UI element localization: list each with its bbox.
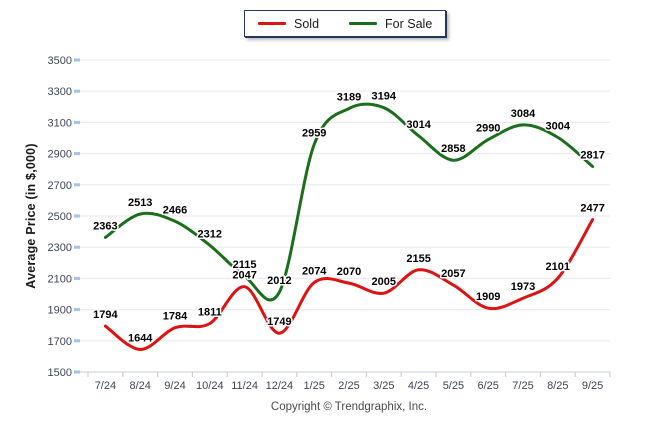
x-tick-label: 10/24 xyxy=(196,380,224,392)
point-label: 2115 xyxy=(233,259,257,271)
point-label: 2155 xyxy=(406,253,430,265)
point-label: 2074 xyxy=(302,265,327,277)
legend-label-sold: Sold xyxy=(294,16,320,31)
chart-legend: Sold For Sale xyxy=(244,10,447,37)
point-label: 2005 xyxy=(372,276,396,288)
point-label: 2312 xyxy=(198,228,222,240)
y-tick-label: 1500 xyxy=(48,367,72,379)
point-label: 3004 xyxy=(546,120,571,132)
legend-item-for-sale[interactable]: For Sale xyxy=(349,17,432,31)
legend-label-for-sale: For Sale xyxy=(385,16,433,31)
y-tick-label: 1900 xyxy=(48,305,72,317)
series-line-sold xyxy=(103,218,595,352)
point-label: 2047 xyxy=(232,270,256,282)
point-label: 2057 xyxy=(441,268,465,280)
point-label: 1784 xyxy=(163,311,188,323)
point-label: 1811 xyxy=(198,306,222,318)
x-tick-label: 3/25 xyxy=(373,380,394,392)
point-label: 2817 xyxy=(580,150,604,162)
y-tick-label: 1700 xyxy=(48,336,72,348)
point-label: 3189 xyxy=(337,92,361,104)
x-tick-label: 8/25 xyxy=(547,380,568,392)
point-label: 3084 xyxy=(511,108,536,120)
x-tick-label: 2/25 xyxy=(338,380,359,392)
y-tick-label: 2500 xyxy=(48,211,72,223)
x-tick-label: 8/24 xyxy=(129,380,150,392)
point-label: 2959 xyxy=(302,127,326,139)
point-label: 2858 xyxy=(441,143,465,155)
point-label: 2363 xyxy=(93,220,117,232)
x-tick-label: 12/24 xyxy=(266,380,294,392)
y-tick-label: 3300 xyxy=(48,86,72,98)
point-label: 1973 xyxy=(511,281,535,293)
y-tick-label: 2700 xyxy=(48,180,72,192)
y-tick-label: 3500 xyxy=(48,55,72,67)
point-label: 2513 xyxy=(128,197,152,209)
x-tick-label: 9/24 xyxy=(164,380,185,392)
point-label: 3014 xyxy=(406,119,431,131)
y-tick-label: 2300 xyxy=(48,242,72,254)
sold-line-swatch xyxy=(258,22,286,25)
x-tick-label: 11/24 xyxy=(231,380,258,392)
point-label: 1749 xyxy=(267,316,291,328)
point-label: 2990 xyxy=(476,123,500,135)
y-axis-title: Average Price (in $,000) xyxy=(24,143,38,289)
point-label: 1909 xyxy=(476,291,500,303)
x-tick-label: 1/25 xyxy=(303,380,324,392)
x-tick-label: 6/25 xyxy=(477,380,498,392)
y-tick-label: 2100 xyxy=(48,273,72,285)
for-sale-line-swatch xyxy=(349,22,378,25)
x-tick-label: 7/24 xyxy=(95,380,116,392)
x-tick-label: 9/25 xyxy=(582,380,603,392)
copyright-text: Copyright © Trendgraphix, Inc. xyxy=(270,401,428,413)
x-tick-label: 7/25 xyxy=(512,380,533,392)
series-line-for-sale xyxy=(103,102,595,302)
point-label: 3194 xyxy=(372,91,397,103)
y-tick-label: 3100 xyxy=(48,117,72,129)
point-label: 1644 xyxy=(128,333,153,345)
point-label: 2466 xyxy=(163,204,187,216)
point-label: 2070 xyxy=(337,266,361,278)
point-label: 2101 xyxy=(546,261,570,273)
x-tick-label: 5/25 xyxy=(443,380,464,392)
point-label: 2477 xyxy=(580,203,604,215)
point-label: 1794 xyxy=(93,309,118,321)
x-tick-label: 4/25 xyxy=(408,380,429,392)
point-label: 2012 xyxy=(267,275,291,287)
y-tick-label: 2900 xyxy=(48,149,72,161)
legend-item-sold[interactable]: Sold xyxy=(258,17,319,31)
